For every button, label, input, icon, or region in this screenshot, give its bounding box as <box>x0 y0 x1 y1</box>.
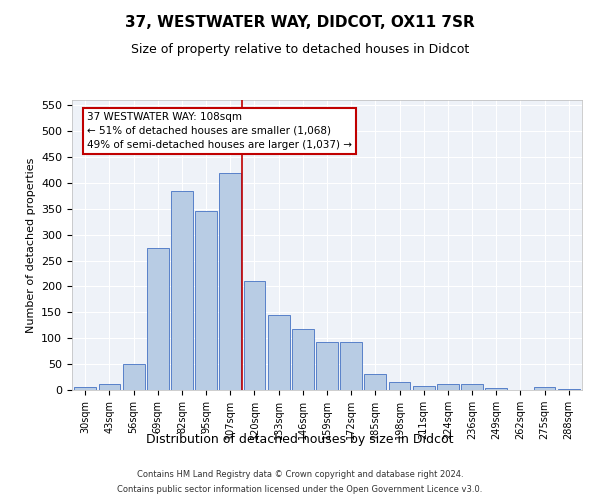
Bar <box>316 342 338 390</box>
Bar <box>147 248 169 390</box>
Bar <box>98 384 121 390</box>
Bar <box>558 389 580 390</box>
Bar <box>389 382 410 390</box>
Bar <box>268 315 290 390</box>
Bar <box>123 364 145 390</box>
Bar <box>244 281 265 390</box>
Bar <box>437 384 459 390</box>
Text: Size of property relative to detached houses in Didcot: Size of property relative to detached ho… <box>131 42 469 56</box>
Bar <box>195 212 217 390</box>
Bar <box>74 388 96 390</box>
Text: Contains HM Land Registry data © Crown copyright and database right 2024.: Contains HM Land Registry data © Crown c… <box>137 470 463 479</box>
Bar <box>340 342 362 390</box>
Text: 37 WESTWATER WAY: 108sqm
← 51% of detached houses are smaller (1,068)
49% of sem: 37 WESTWATER WAY: 108sqm ← 51% of detach… <box>87 112 352 150</box>
Bar <box>461 384 483 390</box>
Bar <box>485 388 507 390</box>
Bar <box>364 374 386 390</box>
Bar <box>292 330 314 390</box>
Text: Distribution of detached houses by size in Didcot: Distribution of detached houses by size … <box>146 432 454 446</box>
Y-axis label: Number of detached properties: Number of detached properties <box>26 158 35 332</box>
Bar <box>220 172 241 390</box>
Bar <box>171 190 193 390</box>
Text: Contains public sector information licensed under the Open Government Licence v3: Contains public sector information licen… <box>118 485 482 494</box>
Bar <box>533 388 556 390</box>
Text: 37, WESTWATER WAY, DIDCOT, OX11 7SR: 37, WESTWATER WAY, DIDCOT, OX11 7SR <box>125 15 475 30</box>
Bar <box>413 386 434 390</box>
